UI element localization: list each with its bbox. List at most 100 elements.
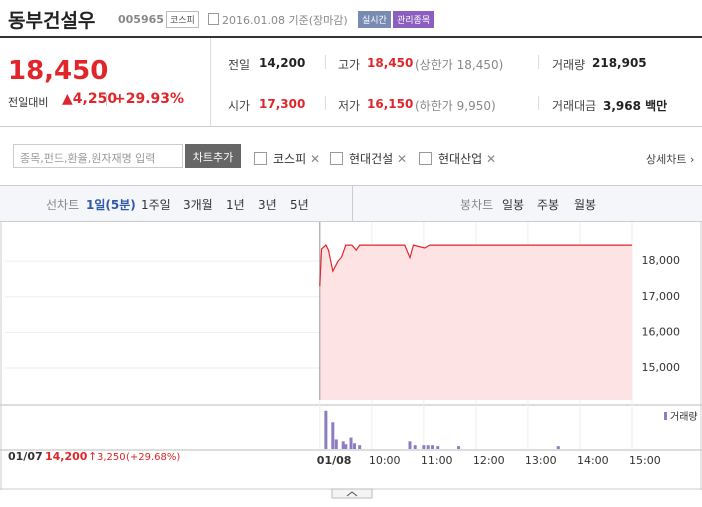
collapse-button[interactable] xyxy=(331,488,373,499)
divider xyxy=(210,38,211,126)
compare-checkbox[interactable]: 현대산업 ✕ xyxy=(419,150,496,167)
current-price: 18,450 xyxy=(8,56,109,86)
stat-label: 전일 xyxy=(228,58,251,72)
stat-note: (하한가 9,950) xyxy=(415,99,496,113)
managed-badge: 관리종목 xyxy=(393,11,435,28)
volume-bar xyxy=(422,445,426,449)
period-tab[interactable]: 일봉 xyxy=(502,198,525,212)
y-tick-label: 18,000 xyxy=(642,254,681,267)
x-tick-label: 13:00 xyxy=(525,454,557,467)
compare-label: 현대산업 xyxy=(438,152,483,166)
stat-label: 시가 xyxy=(228,99,251,113)
tab-bar xyxy=(0,185,702,222)
divider xyxy=(325,55,326,69)
x-tick-label: 11:00 xyxy=(421,454,453,467)
period-tab[interactable]: 5년 xyxy=(290,198,309,212)
volume-bar xyxy=(431,445,435,449)
divider xyxy=(352,186,353,221)
stat-value: 16,150 xyxy=(367,97,414,111)
compare-checkbox[interactable]: 현대건설 ✕ xyxy=(330,150,407,167)
stat-value: 17,300 xyxy=(259,97,306,111)
tab-group-label: 봉차트 xyxy=(460,198,494,212)
x-tick-label: 10:00 xyxy=(369,454,401,467)
x-tick-label: 12:00 xyxy=(473,454,505,467)
prev-change: 3,250 xyxy=(97,452,126,463)
checkbox[interactable] xyxy=(330,152,343,165)
calendar-icon xyxy=(208,13,219,25)
compare-checkbox[interactable]: 코스피 ✕ xyxy=(254,150,320,167)
realtime-badge: 실시간 xyxy=(358,11,391,28)
period-tab[interactable]: 월봉 xyxy=(574,198,597,212)
remove-icon[interactable]: ✕ xyxy=(393,152,408,166)
x-tick-label: 14:00 xyxy=(577,454,609,467)
volume-bar xyxy=(352,443,356,449)
prev-price: 14,200 xyxy=(45,450,88,463)
stat-value: 18,450 xyxy=(367,56,414,70)
volume-bar xyxy=(408,441,412,449)
remove-icon[interactable]: ✕ xyxy=(482,152,497,166)
change-pct: +29.93% xyxy=(114,91,185,107)
stat-value: 14,200 xyxy=(259,56,306,70)
y-tick-label: 15,000 xyxy=(642,361,681,374)
divider xyxy=(538,96,539,110)
stock-code: 005965 xyxy=(118,13,164,26)
as-of-date: 2016.01.08 기준(장마감) xyxy=(222,14,348,27)
stat-label: 거래량 xyxy=(552,58,586,72)
stat-label: 저가 xyxy=(338,99,361,113)
x-tick-label: 15:00 xyxy=(629,454,661,467)
up-arrow: ▲ xyxy=(62,91,73,107)
volume-bar xyxy=(358,445,362,449)
prev-date: 01/07 xyxy=(8,450,43,463)
section-rule xyxy=(0,126,702,127)
remove-icon[interactable]: ✕ xyxy=(306,152,320,166)
volume-bar xyxy=(331,422,335,449)
checkbox[interactable] xyxy=(419,152,432,165)
tab-group-label: 선차트 xyxy=(46,198,80,212)
volume-bar xyxy=(426,445,430,449)
y-tick-label: 17,000 xyxy=(642,290,681,303)
stat-label: 고가 xyxy=(338,58,361,72)
change-label: 전일대비 xyxy=(8,96,49,109)
period-tab[interactable]: 3년 xyxy=(258,198,277,212)
x-tick-label: 01/08 xyxy=(317,454,352,467)
period-tab[interactable]: 1주일 xyxy=(141,198,171,212)
add-chart-button[interactable]: 차트추가 xyxy=(185,144,241,168)
volume-bar xyxy=(334,439,338,449)
period-tab[interactable]: 주봉 xyxy=(537,198,560,212)
period-tab[interactable]: 1년 xyxy=(226,198,245,212)
y-tick-label: 16,000 xyxy=(642,325,681,338)
stat-note: (상한가 18,450) xyxy=(415,58,504,72)
search-input[interactable]: 종목,펀드,환율,원자재명 입력 xyxy=(13,144,183,168)
divider xyxy=(538,55,539,69)
checkbox[interactable] xyxy=(254,152,267,165)
stock-name: 동부건설우 xyxy=(8,10,96,32)
stat-value: 218,905 xyxy=(592,56,647,70)
volume-bar xyxy=(436,446,440,449)
volume-bar xyxy=(344,444,348,449)
volume-bar xyxy=(324,410,328,449)
divider xyxy=(325,96,326,110)
volume-bar xyxy=(341,441,345,449)
volume-bar xyxy=(457,446,461,449)
collapse-icon[interactable] xyxy=(346,491,358,497)
detail-chart-link[interactable]: 상세차트 › xyxy=(646,153,695,166)
volume-bar xyxy=(349,437,353,449)
compare-label: 코스피 xyxy=(273,152,307,166)
detail-label[interactable]: 상세차트 xyxy=(646,153,687,166)
legend-label: 거래량 xyxy=(670,411,698,423)
compare-label: 현대건설 xyxy=(349,152,394,166)
period-tab[interactable]: 3개월 xyxy=(183,198,213,212)
stat-value: 3,968 백만 xyxy=(603,99,668,113)
prev-change-pct: (+29.68%) xyxy=(126,452,180,463)
header-rule xyxy=(0,36,702,38)
volume-bar xyxy=(413,445,417,449)
divider xyxy=(106,94,107,106)
stat-label: 거래대금 xyxy=(552,99,597,113)
price-area xyxy=(319,245,632,400)
legend-swatch xyxy=(664,412,667,420)
market-badge: 코스피 xyxy=(166,11,199,28)
period-tab[interactable]: 1일(5분) xyxy=(86,198,136,212)
volume-bar xyxy=(556,446,560,449)
